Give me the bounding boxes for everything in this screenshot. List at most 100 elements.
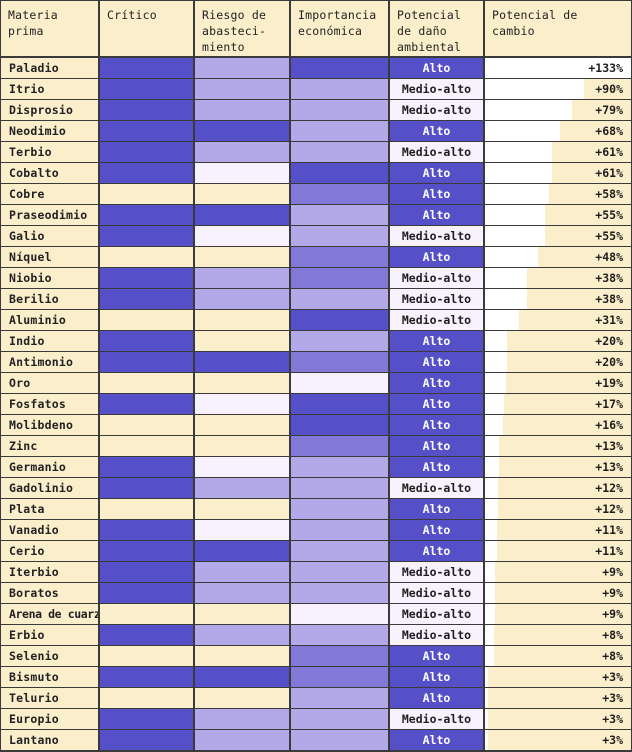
importancia-level-cell [291,562,388,582]
change-percent-label: +90% [595,82,623,96]
environmental-damage-cell: Alto [390,121,483,141]
environmental-damage-cell: Medio-alto [390,709,483,729]
change-percent-label: +13% [595,439,623,453]
riesgo-level-cell [195,604,289,624]
critico-level-cell [100,310,193,330]
change-cell: +3% [485,688,631,708]
environmental-damage-cell: Medio-alto [390,604,483,624]
critico-level-cell [100,163,193,183]
riesgo-level-cell [195,289,289,309]
critico-level-cell [100,100,193,120]
critico-level-cell [100,352,193,372]
environmental-damage-cell: Alto [390,184,483,204]
change-percent-label: +17% [595,397,623,411]
change-cell: +61% [485,142,631,162]
importancia-level-cell [291,541,388,561]
environmental-damage-cell: Alto [390,331,483,351]
riesgo-level-cell [195,331,289,351]
environmental-damage-cell: Medio-alto [390,79,483,99]
riesgo-level-cell [195,436,289,456]
environmental-damage-cell: Alto [390,58,483,78]
riesgo-level-cell [195,562,289,582]
riesgo-level-cell [195,646,289,666]
riesgo-level-cell [195,730,289,750]
change-percent-label: +3% [602,733,623,747]
environmental-damage-cell: Alto [390,541,483,561]
riesgo-level-cell [195,520,289,540]
importancia-level-cell [291,121,388,141]
change-bar [485,205,546,225]
material-name: Cerio [1,541,98,561]
change-cell: +12% [485,499,631,519]
critico-level-cell [100,247,193,267]
material-name: Gadolinio [1,478,98,498]
critico-level-cell [100,436,193,456]
environmental-damage-cell: Alto [390,163,483,183]
critico-level-cell [100,499,193,519]
change-percent-label: +58% [595,187,623,201]
change-bar [485,583,495,603]
critico-level-cell [100,268,193,288]
change-cell: +11% [485,520,631,540]
change-cell: +3% [485,667,631,687]
change-cell: +13% [485,436,631,456]
environmental-damage-cell: Medio-alto [390,226,483,246]
material-name: Bismuto [1,667,98,687]
material-name: Lantano [1,730,98,750]
change-percent-label: +16% [595,418,623,432]
change-percent-label: +38% [595,292,623,306]
material-name: Zinc [1,436,98,456]
change-percent-label: +12% [595,481,623,495]
environmental-damage-cell: Alto [390,730,483,750]
critico-level-cell [100,688,193,708]
critico-level-cell [100,730,193,750]
riesgo-level-cell [195,184,289,204]
environmental-damage-cell: Medio-alto [390,289,483,309]
importancia-level-cell [291,79,388,99]
change-cell: +55% [485,226,631,246]
header-critico: Crítico [100,1,193,56]
importancia-level-cell [291,457,388,477]
change-bar [485,709,489,729]
change-cell: +58% [485,184,631,204]
material-name: Vanadio [1,520,98,540]
change-cell: +68% [485,121,631,141]
material-name: Molibdeno [1,415,98,435]
importancia-level-cell [291,625,388,645]
change-percent-label: +68% [595,124,623,138]
material-name: Praseodimio [1,205,98,225]
change-bar [485,520,498,540]
environmental-damage-cell: Medio-alto [390,100,483,120]
importancia-level-cell [291,730,388,750]
header-riesgo-abastecimiento: Riesgo de abasteci-miento [195,1,289,56]
material-name: Terbio [1,142,98,162]
material-name: Iterbio [1,562,98,582]
change-bar [485,478,499,498]
environmental-damage-cell: Medio-alto [390,268,483,288]
change-bar [485,247,538,267]
material-name: Fosfatos [1,394,98,414]
critico-level-cell [100,394,193,414]
environmental-damage-cell: Alto [390,247,483,267]
environmental-damage-cell: Alto [390,205,483,225]
riesgo-level-cell [195,226,289,246]
change-percent-label: +61% [595,145,623,159]
critico-level-cell [100,289,193,309]
material-name: Paladio [1,58,98,78]
change-bar [485,667,489,687]
material-name: Galio [1,226,98,246]
material-name: Oro [1,373,98,393]
environmental-damage-cell: Alto [390,520,483,540]
importancia-level-cell [291,310,388,330]
importancia-level-cell [291,268,388,288]
material-name: Niobio [1,268,98,288]
change-percent-label: +9% [602,565,623,579]
riesgo-level-cell [195,79,289,99]
change-cell: +48% [485,247,631,267]
critico-level-cell [100,583,193,603]
change-percent-label: +55% [595,208,623,222]
riesgo-level-cell [195,415,289,435]
change-bar [485,268,527,288]
riesgo-level-cell [195,163,289,183]
material-name: Disprosio [1,100,98,120]
